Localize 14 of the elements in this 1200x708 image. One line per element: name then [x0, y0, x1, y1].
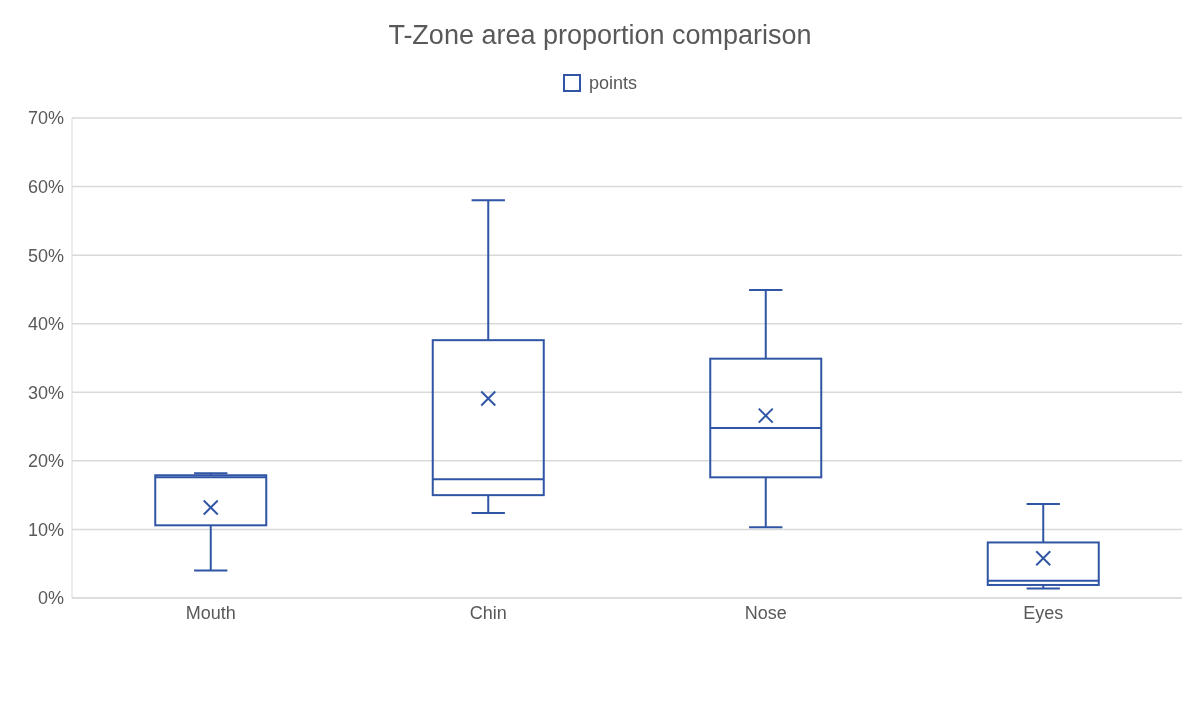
- y-tick-label: 0%: [37, 588, 64, 609]
- y-tick-label: 70%: [27, 108, 64, 129]
- x-tick-label: Eyes: [1023, 602, 1064, 623]
- x-tick-label: Chin: [469, 602, 507, 623]
- y-tick-label: 60%: [27, 176, 64, 197]
- y-tick-label: 20%: [27, 451, 64, 472]
- legend-label: points: [588, 72, 638, 94]
- y-tick-label: 50%: [27, 245, 64, 266]
- y-tick-label: 10%: [27, 519, 64, 540]
- y-tick-label: 40%: [27, 314, 64, 335]
- chart-title: T-Zone area proportion comparison: [387, 19, 813, 52]
- y-tick-label: 30%: [27, 382, 64, 403]
- x-tick-label: Nose: [744, 602, 787, 623]
- x-tick-label: Mouth: [185, 602, 236, 623]
